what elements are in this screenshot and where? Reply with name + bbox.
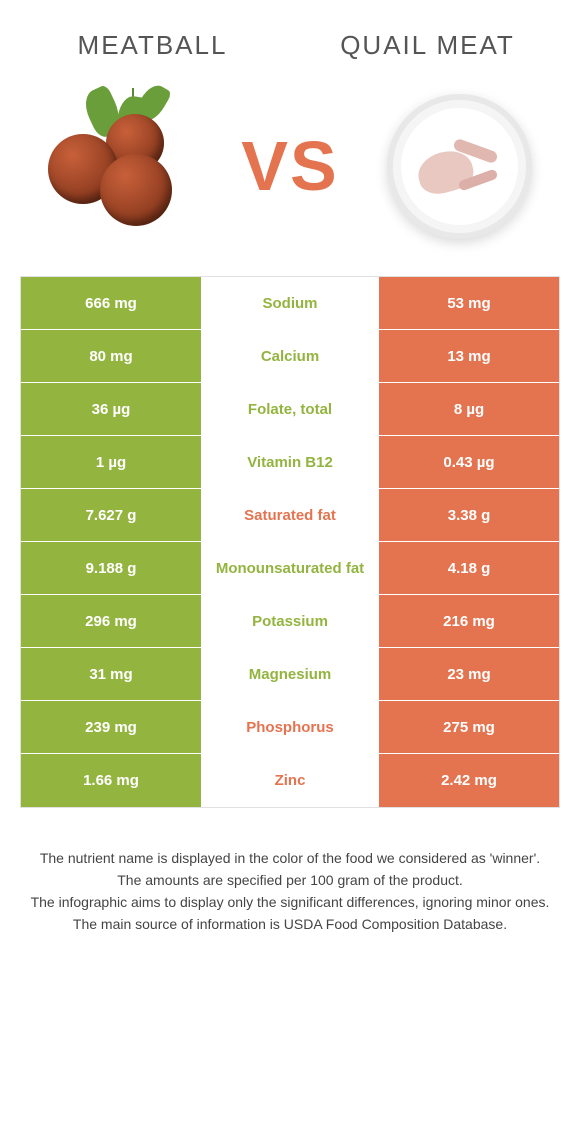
nutrient-label-cell: Calcium xyxy=(201,330,379,382)
table-row: 296 mgPotassium216 mg xyxy=(21,595,559,648)
footer-notes: The nutrient name is displayed in the co… xyxy=(20,848,560,935)
left-value-cell: 1.66 mg xyxy=(21,754,201,807)
right-value-cell: 216 mg xyxy=(379,595,559,647)
quail-plate-icon xyxy=(387,94,532,239)
table-row: 80 mgCalcium13 mg xyxy=(21,330,559,383)
nutrient-label-cell: Sodium xyxy=(201,277,379,329)
nutrient-table: 666 mgSodium53 mg80 mgCalcium13 mg36 µgF… xyxy=(20,276,560,808)
right-value-cell: 275 mg xyxy=(379,701,559,753)
table-row: 9.188 gMonounsaturated fat4.18 g xyxy=(21,542,559,595)
left-value-cell: 239 mg xyxy=(21,701,201,753)
right-value-cell: 0.43 µg xyxy=(379,436,559,488)
title-row: Meatball Quail meat xyxy=(20,30,560,61)
right-value-cell: 4.18 g xyxy=(379,542,559,594)
right-value-cell: 23 mg xyxy=(379,648,559,700)
table-row: 7.627 gSaturated fat3.38 g xyxy=(21,489,559,542)
nutrient-label-cell: Potassium xyxy=(201,595,379,647)
nutrient-label-cell: Monounsaturated fat xyxy=(201,542,379,594)
footer-line: The nutrient name is displayed in the co… xyxy=(20,848,560,869)
table-row: 239 mgPhosphorus275 mg xyxy=(21,701,559,754)
right-value-cell: 53 mg xyxy=(379,277,559,329)
left-value-cell: 666 mg xyxy=(21,277,201,329)
right-value-cell: 3.38 g xyxy=(379,489,559,541)
right-food-title: Quail meat xyxy=(315,30,540,61)
table-row: 666 mgSodium53 mg xyxy=(21,277,559,330)
infographic-container: Meatball Quail meat VS 666 mgSodium53 mg… xyxy=(0,0,580,935)
footer-line: The main source of information is USDA F… xyxy=(20,914,560,935)
meatball-icon xyxy=(40,86,200,246)
left-value-cell: 31 mg xyxy=(21,648,201,700)
left-value-cell: 1 µg xyxy=(21,436,201,488)
hero-row: VS xyxy=(20,86,560,246)
nutrient-label-cell: Saturated fat xyxy=(201,489,379,541)
left-value-cell: 80 mg xyxy=(21,330,201,382)
left-food-image xyxy=(40,86,200,246)
right-value-cell: 13 mg xyxy=(379,330,559,382)
table-row: 1 µgVitamin B120.43 µg xyxy=(21,436,559,489)
nutrient-label-cell: Zinc xyxy=(201,754,379,807)
left-value-cell: 296 mg xyxy=(21,595,201,647)
left-value-cell: 36 µg xyxy=(21,383,201,435)
nutrient-label-cell: Magnesium xyxy=(201,648,379,700)
nutrient-label-cell: Phosphorus xyxy=(201,701,379,753)
right-value-cell: 2.42 mg xyxy=(379,754,559,807)
left-value-cell: 7.627 g xyxy=(21,489,201,541)
footer-line: The infographic aims to display only the… xyxy=(20,892,560,913)
nutrient-label-cell: Folate, total xyxy=(201,383,379,435)
nutrient-label-cell: Vitamin B12 xyxy=(201,436,379,488)
left-food-title: Meatball xyxy=(40,30,265,61)
table-row: 36 µgFolate, total8 µg xyxy=(21,383,559,436)
footer-line: The amounts are specified per 100 gram o… xyxy=(20,870,560,891)
right-value-cell: 8 µg xyxy=(379,383,559,435)
table-row: 1.66 mgZinc2.42 mg xyxy=(21,754,559,807)
right-food-image xyxy=(380,86,540,246)
vs-label: VS xyxy=(241,126,338,206)
table-row: 31 mgMagnesium23 mg xyxy=(21,648,559,701)
left-value-cell: 9.188 g xyxy=(21,542,201,594)
